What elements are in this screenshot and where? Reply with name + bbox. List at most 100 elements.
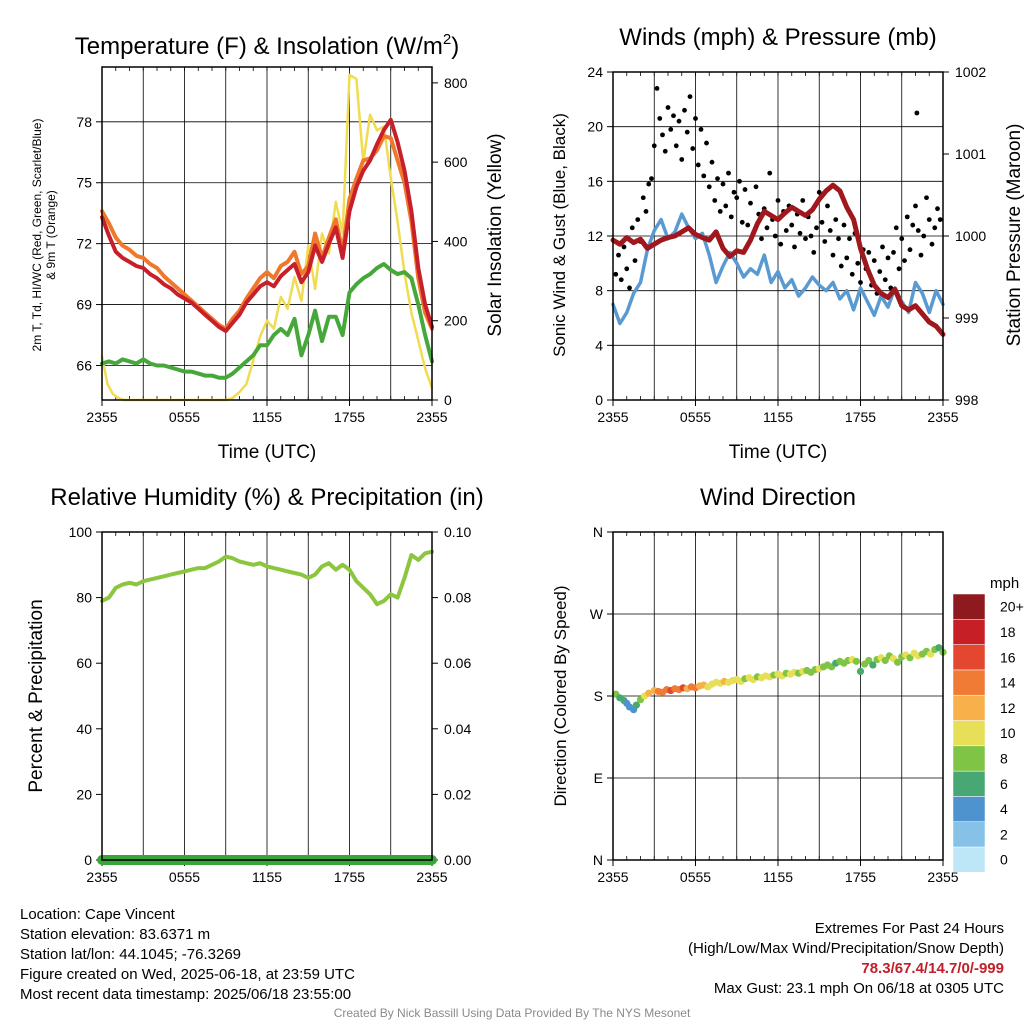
direction-chart-title: Wind Direction	[700, 484, 856, 511]
temperature-y2tick-label: 400	[444, 233, 468, 249]
winds-ylabel: Sonic Wind & Gust (Blue, Black)	[550, 113, 569, 357]
humidity-xtick-label: 0555	[169, 869, 200, 885]
gust-point	[891, 250, 896, 255]
gust-point	[759, 236, 764, 242]
extremes-panel: Extremes For Past 24 Hours (High/Low/Max…	[688, 919, 1004, 999]
gust-point	[838, 263, 844, 269]
gust-point	[797, 230, 803, 236]
gust-point	[715, 176, 720, 182]
station-location: Location: Cape Vincent	[20, 906, 175, 923]
gust-point	[893, 225, 899, 231]
legend-label: 14	[1000, 675, 1016, 691]
temperature-y2tick-label: 800	[444, 75, 468, 91]
gust-point	[748, 200, 753, 206]
gust-point	[651, 143, 657, 149]
direction-xtick-label: 0555	[680, 869, 711, 885]
humidity-ytick-label: 80	[76, 590, 92, 606]
gust-point	[665, 105, 671, 110]
temperature-y2tick-label: 0	[444, 392, 452, 408]
gust-point	[731, 189, 737, 195]
direction-ytick-label: S	[594, 688, 603, 704]
direction-xtick-label: 1155	[763, 869, 793, 885]
direction-ytick-label: E	[594, 770, 603, 786]
legend-label: 8	[1000, 750, 1008, 766]
direction-point	[935, 644, 943, 652]
temperature-ytick-label: 66	[76, 357, 92, 373]
speed-color-legend: 0 2 4 6 8 10 12 14 16 18 20+	[952, 593, 1024, 873]
gust-point	[877, 269, 883, 274]
temperature-xtick-label: 0555	[169, 409, 200, 425]
gust-point	[910, 222, 916, 228]
gust-point	[621, 244, 627, 250]
winds-ytick-label: 8	[595, 283, 603, 299]
legend-swatch	[952, 669, 986, 696]
legend-label: 18	[1000, 624, 1016, 640]
gust-point	[624, 266, 630, 272]
gust-point	[918, 252, 924, 258]
gust-point	[767, 170, 773, 176]
gust-point	[902, 258, 907, 263]
legend-swatch	[952, 846, 986, 873]
gust-point	[668, 126, 674, 132]
humidity-y2tick-label: 0.04	[444, 721, 471, 737]
gust-point	[693, 116, 698, 121]
dewpoint-series	[100, 262, 434, 380]
legend-label: 4	[1000, 801, 1008, 817]
gust-point	[808, 233, 814, 239]
gust-point	[924, 195, 929, 201]
winds-xtick-label: 1755	[845, 409, 876, 425]
gust-point	[896, 266, 902, 272]
winds-xtick-label: 1155	[763, 409, 793, 425]
humidity-y2tick-label: 0.06	[444, 655, 471, 671]
gust-point	[613, 271, 619, 277]
gust-point	[635, 217, 641, 223]
gust-point	[929, 241, 935, 247]
direction-plot-border	[612, 531, 944, 861]
gust-point	[814, 225, 819, 231]
gust-point	[687, 94, 693, 99]
gust-point	[871, 258, 877, 263]
legend-label: 2	[1000, 826, 1008, 842]
gust-point	[657, 116, 663, 121]
humidity-y2tick-label: 0.02	[444, 786, 471, 802]
winds-xtick-label: 0555	[680, 409, 711, 425]
legend-swatch	[952, 593, 986, 620]
humidity-ytick-label: 40	[76, 721, 92, 737]
humidity-xtick-label: 2355	[86, 869, 117, 885]
temperature-2m-series	[100, 117, 434, 333]
direction-point	[645, 689, 653, 697]
gust-point	[654, 86, 660, 91]
humidity-ylabel: Percent & Precipitation	[26, 599, 47, 792]
winds-ytick-label: 24	[587, 64, 603, 80]
gust-point	[913, 203, 918, 209]
direction-ytick-label: W	[590, 606, 604, 622]
winds-ytick-label: 20	[587, 119, 603, 135]
gust-point	[880, 244, 885, 250]
direction-point	[856, 667, 865, 676]
winds-plot-border	[612, 71, 944, 401]
legend-swatch	[952, 720, 986, 747]
humidity-ytick-label: 0	[84, 852, 92, 868]
legend-swatch	[952, 619, 986, 645]
gust-point	[841, 222, 847, 228]
gust-point	[907, 247, 913, 253]
gust-point	[671, 113, 676, 119]
humidity-xtick-label: 1755	[334, 869, 365, 885]
gust-point	[629, 225, 635, 231]
gust-point	[742, 187, 748, 192]
relative-humidity-series	[100, 549, 434, 607]
gust-point	[830, 252, 836, 258]
winds-y2tick-label: 999	[955, 310, 979, 326]
gust-point	[676, 118, 682, 124]
gust-point	[712, 198, 718, 203]
humidity-xtick-label: 1155	[252, 869, 282, 885]
gust-point	[899, 236, 905, 242]
gust-point	[772, 233, 778, 239]
gust-point	[695, 162, 701, 168]
gust-point	[819, 219, 825, 225]
gust-point	[704, 140, 709, 146]
station-info: Location: Cape Vincent Station elevation…	[20, 905, 355, 1005]
figure-created: Figure created on Wed, 2025-06-18, at 23…	[20, 966, 355, 983]
gust-point	[847, 236, 852, 242]
